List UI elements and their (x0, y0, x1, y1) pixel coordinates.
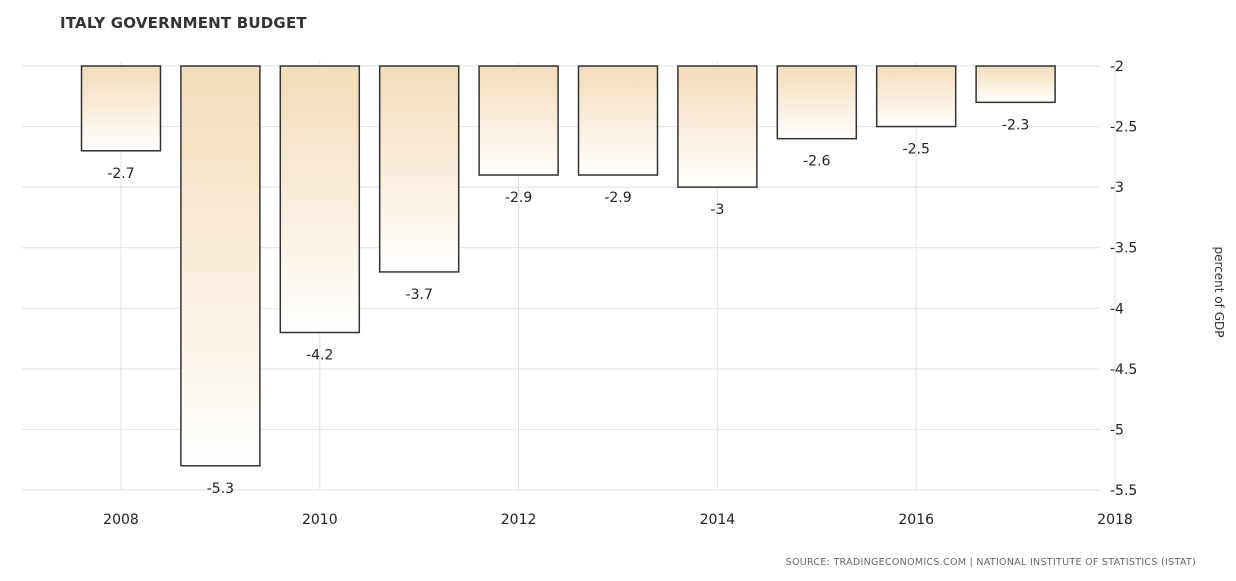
bar-2016 (875, 65, 957, 128)
x-axis-ticks: 2008 2010 2012 2014 2016 2018 (103, 512, 1133, 528)
x-tick-label: 2014 (700, 512, 736, 528)
data-label-2008: -2.7 (107, 166, 134, 182)
y-tick-label: -3 (1110, 180, 1124, 196)
data-label-2015: -2.6 (803, 154, 830, 170)
data-label-2011: -3.7 (406, 287, 433, 303)
x-tick-label: 2018 (1097, 512, 1133, 528)
data-label-2010: -4.2 (306, 348, 333, 364)
source-note: SOURCE: TRADINGECONOMICS.COM | NATIONAL … (785, 557, 1196, 568)
y-tick-label: -5.5 (1110, 483, 1137, 499)
data-label-2012: -2.9 (505, 190, 532, 206)
x-tick-label: 2016 (898, 512, 934, 528)
data-label-2013: -2.9 (604, 190, 631, 206)
data-labels: -2.7 -5.3 -4.2 -3.7 -2.9 -2.9 -3 -2.6 -2.5 -2.3 (107, 117, 1029, 496)
data-label-2016: -2.5 (903, 142, 930, 158)
bar-2015 (776, 65, 858, 140)
bar-2011 (378, 65, 460, 273)
chart-title: ITALY GOVERNMENT BUDGET (60, 14, 307, 32)
bar-2012 (478, 65, 559, 176)
data-label-2009: -5.3 (207, 481, 234, 497)
bar-2008 (80, 65, 162, 152)
y-tick-label: -2.5 (1110, 120, 1137, 136)
y-tick-label: -5 (1110, 422, 1124, 438)
x-tick-label: 2008 (103, 512, 139, 528)
bars (80, 65, 1056, 467)
bar-2009 (180, 65, 261, 467)
y-tick-label: -2 (1110, 59, 1124, 75)
bar-2013 (577, 65, 659, 176)
y-tick-label: -3.5 (1110, 241, 1137, 257)
data-label-2017: -2.3 (1002, 117, 1029, 133)
y-tick-label: -4 (1110, 301, 1124, 317)
y-axis-label: percent of GDP (1212, 247, 1226, 338)
bar-2014 (677, 65, 758, 188)
bar-2017 (975, 65, 1056, 104)
bar-2010 (279, 65, 361, 334)
x-tick-label: 2010 (302, 512, 338, 528)
data-label-2014: -3 (710, 202, 724, 218)
y-tick-label: -4.5 (1110, 362, 1137, 378)
y-axis-ticks: -2 -2.5 -3 -3.5 -4 -4.5 -5 -5.5 (1110, 59, 1137, 499)
x-tick-label: 2012 (501, 512, 537, 528)
